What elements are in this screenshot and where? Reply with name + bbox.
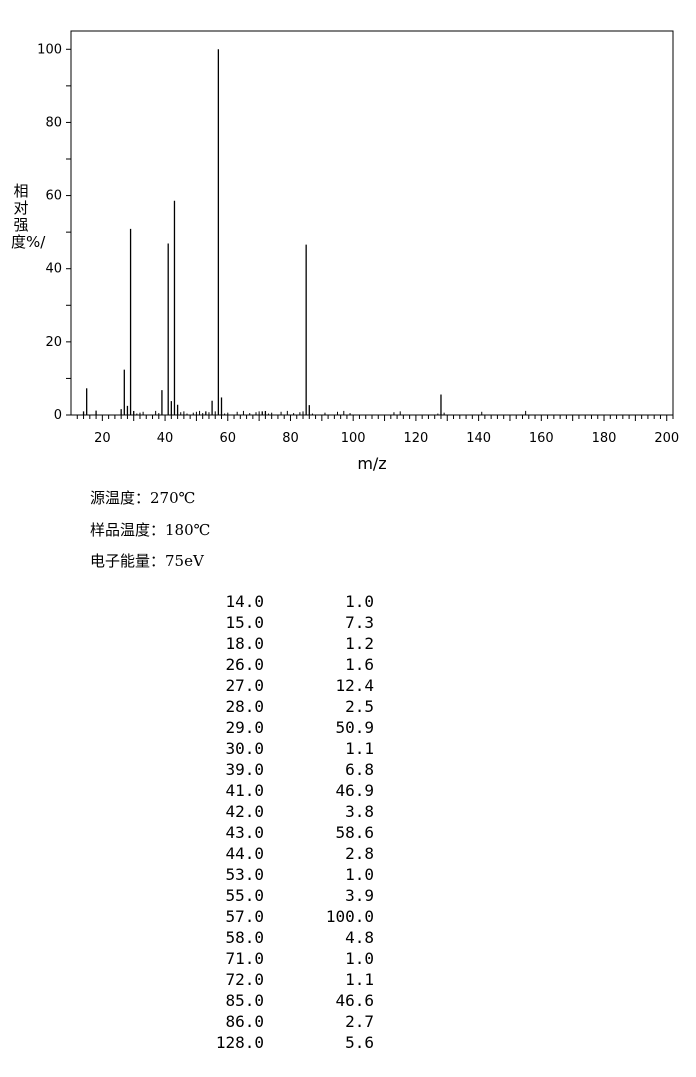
electron-energy: 电子能量：75eV	[90, 552, 204, 570]
peak-intensity-value: 46.6	[335, 991, 374, 1010]
table-row: 58.0 4.8	[200, 927, 374, 948]
table-row: 27.0 12.4	[200, 675, 374, 696]
table-row: 55.0 3.9	[200, 885, 374, 906]
peak-mz-value: 85.0	[225, 991, 264, 1010]
x-tick-label: 40	[157, 431, 174, 446]
table-row: 28.0 2.5	[200, 696, 374, 717]
table-row: 29.0 50.9	[200, 717, 374, 738]
peak-intensity-value: 46.9	[335, 781, 374, 800]
peak-mz-value: 72.0	[225, 970, 264, 989]
peak-mz-value: 71.0	[225, 949, 264, 968]
peak-mz-value: 43.0	[225, 823, 264, 842]
peak-mz-value: 128.0	[215, 1033, 264, 1052]
x-tick-label: 200	[654, 431, 679, 446]
peak-intensity-value: 58.6	[335, 823, 374, 842]
peak-mz-value: 15.0	[225, 613, 264, 632]
table-row: 43.0 58.6	[200, 822, 374, 843]
peak-intensity-value: 100.0	[325, 907, 374, 926]
peak-mz-value: 57.0	[225, 907, 264, 926]
peak-intensity-value: 1.2	[345, 634, 374, 653]
peak-mz-value: 27.0	[225, 676, 264, 695]
peak-mz-value: 18.0	[225, 634, 264, 653]
source-temperature: 源温度：270℃	[90, 489, 196, 507]
y-tick-label: 80	[45, 115, 62, 130]
peak-intensity-value: 4.8	[345, 928, 374, 947]
y-tick-label: 20	[45, 335, 62, 350]
peak-mz-value: 14.0	[225, 592, 264, 611]
table-row: 71.0 1.0	[200, 948, 374, 969]
peak-intensity-value: 12.4	[335, 676, 374, 695]
table-row: 128.0 5.6	[200, 1032, 374, 1053]
peak-mz-value: 29.0	[225, 718, 264, 737]
table-row: 57.0 100.0	[200, 906, 374, 927]
x-tick-label: 20	[94, 431, 111, 446]
x-tick-label: 180	[592, 431, 617, 446]
y-tick-label: 60	[45, 189, 62, 204]
peak-mz-value: 53.0	[225, 865, 264, 884]
peak-intensity-value: 1.1	[345, 970, 374, 989]
x-tick-label: 120	[403, 431, 428, 446]
peak-intensity-value: 6.8	[345, 760, 374, 779]
x-tick-label: 80	[282, 431, 299, 446]
peak-intensity-value: 2.7	[345, 1012, 374, 1031]
peak-mz-value: 86.0	[225, 1012, 264, 1031]
plot-frame	[70, 30, 674, 416]
peak-intensity-value: 5.6	[345, 1033, 374, 1052]
x-tick-label: 100	[341, 431, 366, 446]
peak-intensity-value: 2.8	[345, 844, 374, 863]
baseline-noise	[136, 410, 527, 415]
sample-temperature: 样品温度：180℃	[90, 521, 211, 539]
peak-intensity-value: 2.5	[345, 697, 374, 716]
peak-mz-value: 42.0	[225, 802, 264, 821]
peak-mz-value: 28.0	[225, 697, 264, 716]
y-tick-label: 100	[37, 42, 62, 57]
x-axis: 20 40 60 80 100 120 140 160 180 200	[76, 415, 679, 446]
peak-mz-value: 26.0	[225, 655, 264, 674]
y-tick-label: 0	[54, 408, 62, 423]
table-row: 14.0 1.0	[200, 591, 374, 612]
peak-intensity-value: 7.3	[345, 613, 374, 632]
peak-mz-value: 41.0	[225, 781, 264, 800]
spectrum-peaks	[82, 49, 442, 415]
x-tick-label: 160	[529, 431, 554, 446]
peak-intensity-value: 1.6	[345, 655, 374, 674]
peak-intensity-value: 1.0	[345, 592, 374, 611]
table-row: 30.0 1.1	[200, 738, 374, 759]
peak-mz-value: 39.0	[225, 760, 264, 779]
table-row: 72.0 1.1	[200, 969, 374, 990]
peak-intensity-value: 1.0	[345, 865, 374, 884]
y-axis: 0 20 40 60 80 100	[37, 42, 71, 423]
table-row: 85.0 46.6	[200, 990, 374, 1011]
peak-mz-value: 44.0	[225, 844, 264, 863]
peak-intensity-value: 50.9	[335, 718, 374, 737]
peak-mz-value: 58.0	[225, 928, 264, 947]
x-axis-label: m/z	[357, 454, 386, 473]
table-row: 18.0 1.2	[200, 633, 374, 654]
table-row: 42.0 3.8	[200, 801, 374, 822]
peak-table: 14.0 1.0 15.0 7.3 18.0 1.2 26.0 1.6 27.0 12.4 28.0…	[200, 591, 374, 1053]
peak-intensity-value: 1.0	[345, 949, 374, 968]
x-tick-label: 60	[219, 431, 236, 446]
peak-intensity-value: 3.9	[345, 886, 374, 905]
table-row: 39.0 6.8	[200, 759, 374, 780]
peak-mz-value: 55.0	[225, 886, 264, 905]
table-row: 44.0 2.8	[200, 843, 374, 864]
y-tick-label: 40	[45, 262, 62, 277]
peak-mz-value: 30.0	[225, 739, 264, 758]
x-tick-label: 140	[466, 431, 491, 446]
table-row: 41.0 46.9	[200, 780, 374, 801]
peak-intensity-value: 3.8	[345, 802, 374, 821]
y-axis-label: 相对强度%/	[11, 182, 46, 251]
table-row: 26.0 1.6	[200, 654, 374, 675]
table-row: 15.0 7.3	[200, 612, 374, 633]
table-row: 86.0 2.7	[200, 1011, 374, 1032]
peak-intensity-value: 1.1	[345, 739, 374, 758]
table-row: 53.0 1.0	[200, 864, 374, 885]
